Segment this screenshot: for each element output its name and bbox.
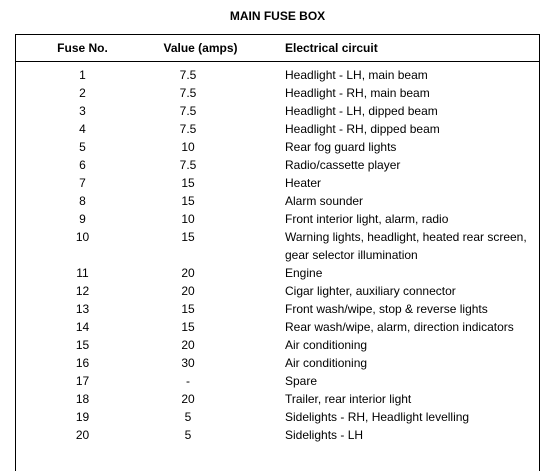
fuse-number: 18 — [75, 392, 90, 406]
fuse-value: 10 — [181, 140, 195, 154]
fuse-table: Fuse No. Value (amps) Electrical circuit… — [15, 34, 540, 471]
electrical-circuit: Headlight - RH, main beam — [285, 86, 430, 100]
fuse-value: 15 — [181, 194, 195, 208]
electrical-circuit: Sidelights - RH, Headlight levelling — [285, 410, 470, 424]
fuse-value: 7.5 — [179, 104, 197, 118]
fuse-value: 5 — [184, 410, 192, 424]
page-title: MAIN FUSE BOX — [229, 9, 326, 23]
table-row: 19 5 Sidelights - RH, Headlight levelling — [16, 408, 539, 426]
fuse-number: 12 — [75, 284, 90, 298]
fuse-number: 9 — [79, 212, 86, 226]
fuse-value: 20 — [181, 266, 195, 280]
electrical-circuit: Headlight - RH, dipped beam — [285, 122, 440, 136]
column-header-value: Value (amps) — [163, 41, 238, 55]
fuse-value: 15 — [181, 320, 195, 334]
fuse-number: 15 — [75, 338, 90, 352]
table-row: 1 7.5 Headlight - LH, main beam — [16, 66, 539, 84]
electrical-circuit: Front wash/wipe, stop & reverse lights — [285, 302, 488, 316]
fuse-number: 16 — [75, 356, 90, 370]
fuse-value: 7.5 — [179, 86, 197, 100]
table-row: 14 15 Rear wash/wipe, alarm, direction ind… — [16, 318, 539, 336]
fuse-value: 7.5 — [179, 122, 197, 136]
table-row: 12 20 Cigar lighter, auxiliary connector — [16, 282, 539, 300]
fuse-value: 15 — [181, 302, 195, 316]
fuse-value: 7.5 — [179, 68, 197, 82]
fuse-number: 2 — [79, 86, 86, 100]
table-row: 15 20 Air conditioning — [16, 336, 539, 354]
table-row: 6 7.5 Radio/cassette player — [16, 156, 539, 174]
electrical-circuit: Alarm sounder — [285, 194, 364, 208]
fuse-value: 30 — [181, 356, 195, 370]
fuse-value: 20 — [181, 392, 195, 406]
electrical-circuit: Radio/cassette player — [285, 158, 401, 172]
fuse-number: 1 — [79, 68, 86, 82]
fuse-number: 10 — [75, 230, 90, 244]
table-header: Fuse No. Value (amps) Electrical circuit — [16, 35, 539, 62]
electrical-circuit: Sidelights - LH — [285, 428, 364, 442]
fuse-value: - — [186, 374, 190, 388]
fuse-value: 20 — [181, 284, 195, 298]
table-row: 17 - Spare — [16, 372, 539, 390]
electrical-circuit: Engine — [285, 266, 323, 280]
electrical-circuit: Heater — [285, 176, 322, 190]
fuse-number: 13 — [75, 302, 90, 316]
fuse-number: 6 — [79, 158, 86, 172]
table-row: 10 15 Warning lights, headlight, heated re… — [16, 228, 539, 264]
table-row: 8 15 Alarm sounder — [16, 192, 539, 210]
table-row: 20 5 Sidelights - LH — [16, 426, 539, 444]
column-header-fuse: Fuse No. — [57, 41, 108, 55]
fuse-number: 5 — [79, 140, 86, 154]
electrical-circuit: Air conditioning — [285, 356, 368, 370]
table-row: 13 15 Front wash/wipe, stop & reverse ligh… — [16, 300, 539, 318]
fuse-number: 20 — [75, 428, 90, 442]
fuse-value: 15 — [181, 176, 195, 190]
fuse-value: 10 — [181, 212, 195, 226]
table-row: 9 10 Front interior light, alarm, radio — [16, 210, 539, 228]
fuse-number: 3 — [79, 104, 86, 118]
fuse-number: 7 — [79, 176, 86, 190]
table-row: 11 20 Engine — [16, 264, 539, 282]
electrical-circuit: Headlight - LH, dipped beam — [285, 104, 438, 118]
table-row: 2 7.5 Headlight - RH, main beam — [16, 84, 539, 102]
electrical-circuit: Trailer, rear interior light — [285, 392, 412, 406]
fuse-value: 15 — [181, 230, 195, 244]
fuse-value: 5 — [184, 428, 192, 442]
fuse-value: 20 — [181, 338, 195, 352]
fuse-number: 4 — [79, 122, 86, 136]
table-row: 7 15 Heater — [16, 174, 539, 192]
electrical-circuit: Headlight - LH, main beam — [285, 68, 428, 82]
fuse-number: 19 — [75, 410, 90, 424]
table-row: 18 20 Trailer, rear interior light — [16, 390, 539, 408]
table-row: 3 7.5 Headlight - LH, dipped beam — [16, 102, 539, 120]
electrical-circuit: Cigar lighter, auxiliary connector — [285, 284, 456, 298]
electrical-circuit: Front interior light, alarm, radio — [285, 212, 449, 226]
electrical-circuit: Rear fog guard lights — [285, 140, 397, 154]
column-header-circuit: Electrical circuit — [285, 41, 378, 55]
electrical-circuit: Spare — [285, 374, 318, 388]
fuse-number: 17 — [75, 374, 90, 388]
fuse-value: 7.5 — [179, 158, 197, 172]
electrical-circuit: Warning lights, headlight, heated rear s… — [285, 230, 527, 262]
table-row: 4 7.5 Headlight - RH, dipped beam — [16, 120, 539, 138]
fuse-number: 11 — [76, 266, 89, 280]
fuse-number: 14 — [75, 320, 90, 334]
table-row: 5 10 Rear fog guard lights — [16, 138, 539, 156]
table-row: 16 30 Air conditioning — [16, 354, 539, 372]
fuse-number: 8 — [79, 194, 86, 208]
table-body: 1 7.5 Headlight - LH, main beam 2 7.5 Headlig… — [16, 66, 539, 444]
electrical-circuit: Air conditioning — [285, 338, 368, 352]
electrical-circuit: Rear wash/wipe, alarm, direction indicat… — [285, 320, 514, 334]
